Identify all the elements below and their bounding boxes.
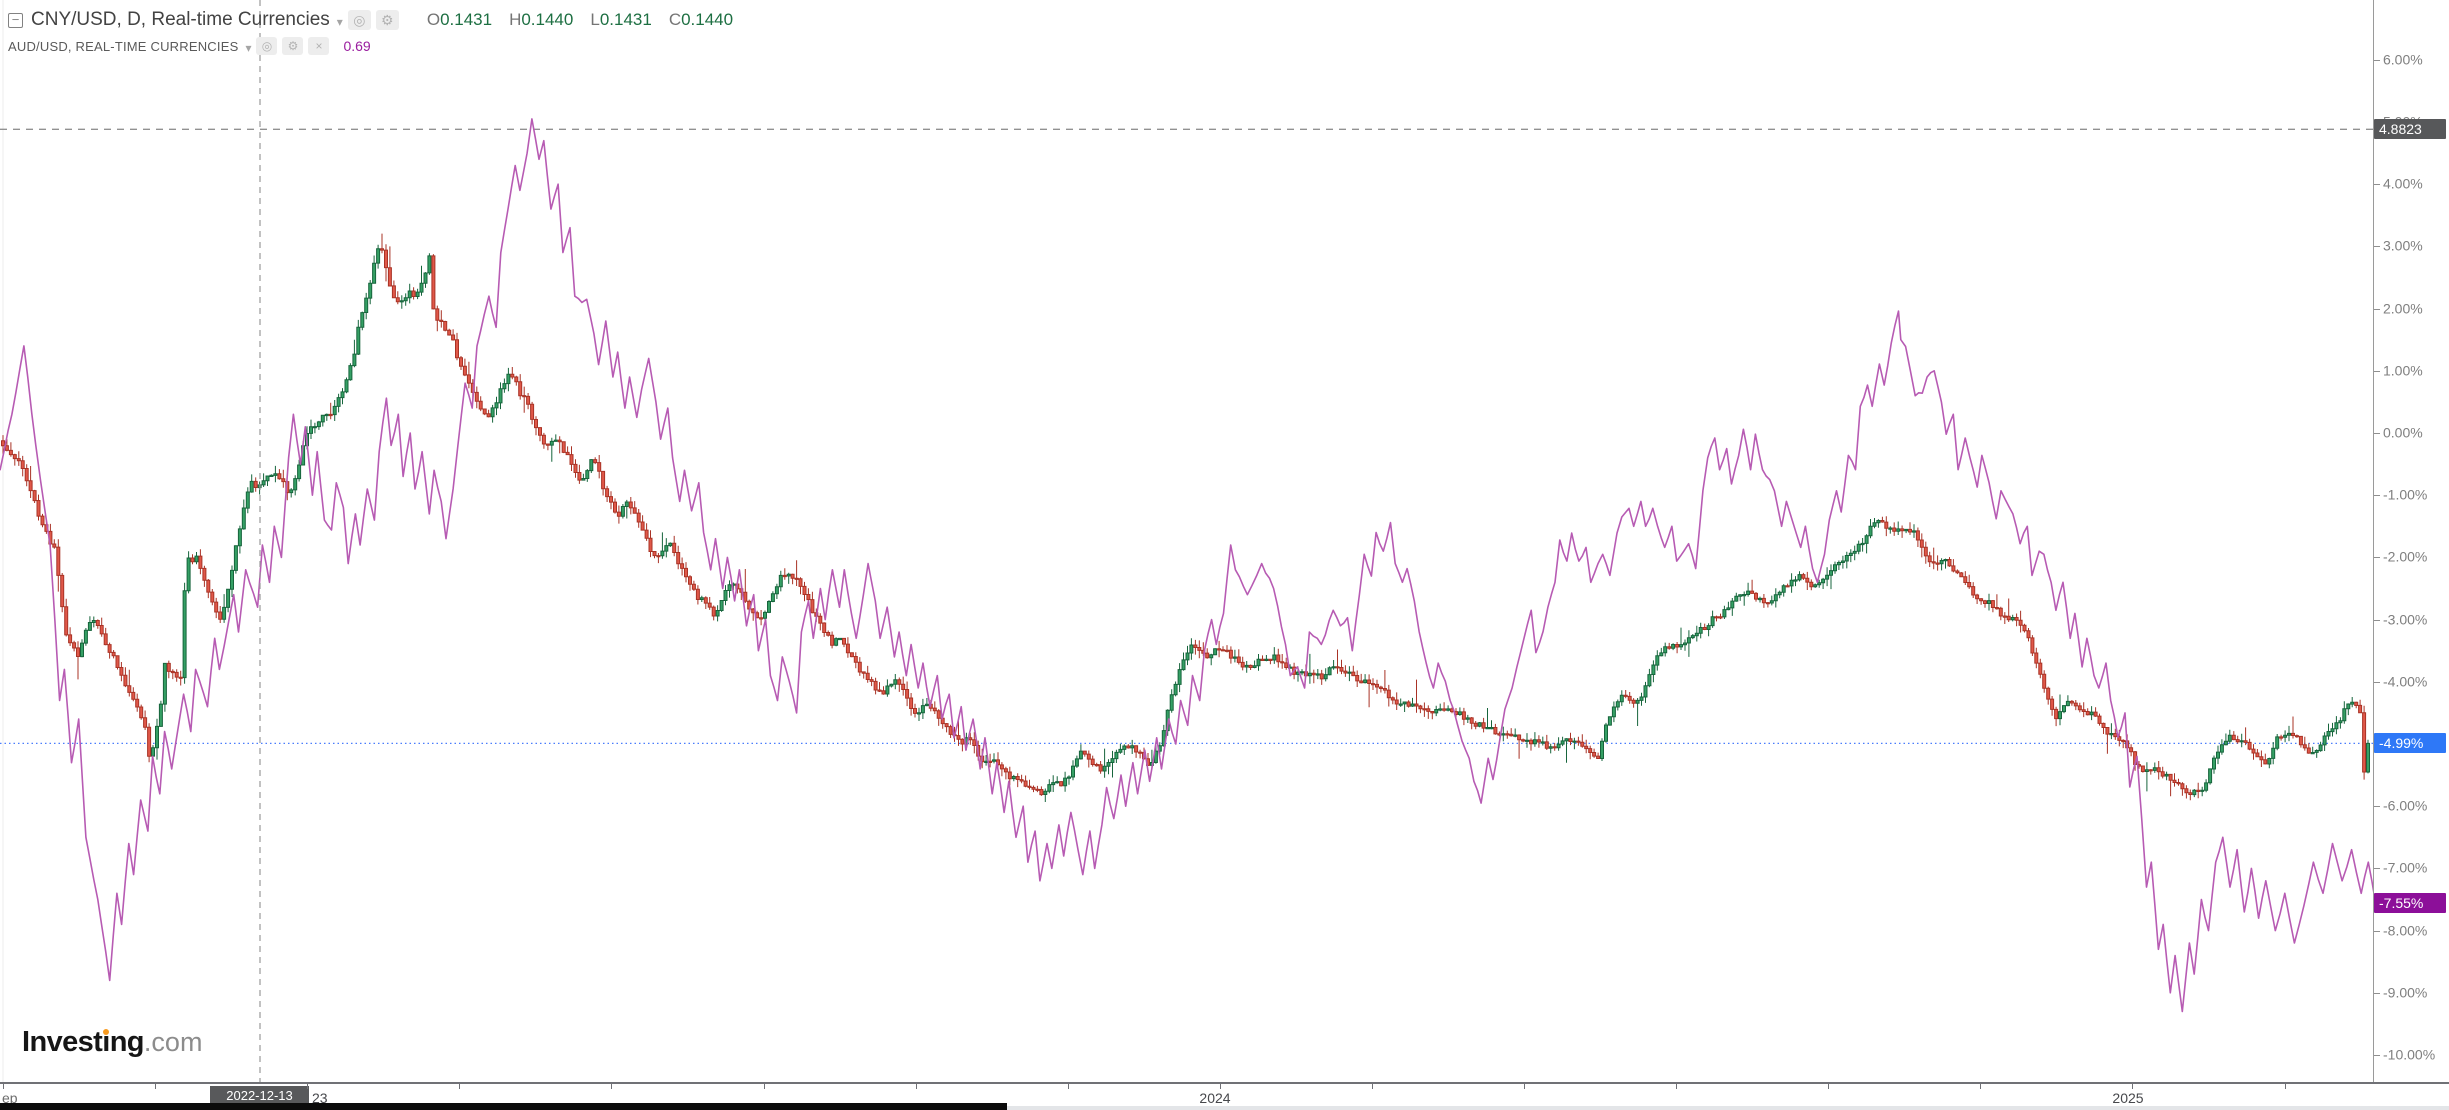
time-axis-tick: [307, 1084, 309, 1089]
logo-tld: .com: [143, 1027, 203, 1057]
time-axis[interactable]: ep 2022-12-13 23 2024 2025: [0, 1082, 2449, 1110]
time-axis-tick: [1371, 1084, 1373, 1089]
price-axis-label: -1.00%: [2383, 486, 2428, 503]
time-axis-year-label: 2024: [1199, 1090, 1231, 1106]
price-axis-tick: [2374, 370, 2380, 372]
collapse-icon[interactable]: −: [8, 12, 23, 28]
time-axis-tick: [1980, 1084, 1982, 1089]
chevron-down-icon[interactable]: ▾: [336, 14, 343, 29]
time-axis-tick: [1676, 1084, 1678, 1089]
price-marker-label-dark: 4.8823: [2374, 119, 2446, 140]
main-symbol-title[interactable]: CNY/USD, D, Real-time Currencies: [31, 9, 330, 30]
price-axis-label: 0.00%: [2383, 424, 2423, 441]
price-axis-tick: [2374, 992, 2380, 994]
price-axis-tick: [2374, 184, 2380, 186]
time-axis-tick: [459, 1084, 461, 1089]
price-axis-tick: [2374, 619, 2380, 621]
ohlc-values: O0.1431 H0.1440 L0.1431 C0.1440: [427, 10, 750, 30]
time-axis-tick: [1524, 1084, 1525, 1089]
ohlc-pair: L0.1431: [590, 10, 652, 29]
time-axis-tick: [1219, 1084, 1221, 1089]
logo-text: Invest: [22, 1026, 103, 1058]
price-axis-label: 2.00%: [2383, 300, 2423, 317]
time-axis-year-label: 2025: [2112, 1090, 2144, 1106]
ohlc-pair: O0.1431: [426, 10, 493, 29]
compare-last-value: 0.69: [343, 38, 371, 54]
logo-orange-dot-i: ı: [102, 1026, 110, 1058]
price-axis-tick: [2374, 433, 2380, 434]
price-axis[interactable]: 6.00%5.00%4.00%3.00%2.00%1.00%0.00%-1.00…: [2373, 0, 2449, 1082]
ohlc-pair: C0.1440: [668, 10, 734, 29]
visibility-icon[interactable]: ◎: [256, 37, 278, 55]
price-axis-tick: [2374, 495, 2380, 497]
price-axis-tick: [2374, 1055, 2380, 1056]
price-axis-label: -9.00%: [2383, 984, 2428, 1001]
gear-icon[interactable]: ⚙: [375, 10, 399, 30]
price-axis-label: -2.00%: [2383, 549, 2428, 566]
bottom-divider: [0, 1106, 2449, 1110]
time-axis-tick: [1828, 1084, 1830, 1089]
price-axis-label: 1.00%: [2383, 362, 2423, 379]
price-axis-tick: [2374, 59, 2380, 61]
legend: − CNY/USD, D, Real-time Currencies ▾ ◎ ⚙…: [8, 6, 750, 57]
price-axis-label: 6.00%: [2383, 51, 2423, 68]
close-icon[interactable]: ×: [308, 37, 330, 55]
chevron-down-icon[interactable]: ▾: [245, 40, 252, 55]
price-axis-label: -10.00%: [2383, 1046, 2436, 1063]
legend-row-main: − CNY/USD, D, Real-time Currencies ▾ ◎ ⚙…: [8, 6, 750, 34]
time-axis-tick: [2284, 1084, 2286, 1089]
bottom-black-bar: [0, 1103, 1007, 1110]
price-axis-tick: [2374, 930, 2380, 932]
price-axis-tick: [2374, 681, 2380, 683]
time-axis-tick: [611, 1084, 613, 1089]
time-axis-tick: [3, 1084, 4, 1089]
price-axis-label: 4.00%: [2383, 175, 2423, 192]
price-axis-label: -3.00%: [2383, 611, 2428, 628]
time-axis-tick: [915, 1084, 917, 1089]
price-axis-label: -4.00%: [2383, 673, 2428, 690]
time-axis-tick: [1067, 1084, 1069, 1089]
chart-canvas[interactable]: [0, 0, 2373, 1082]
price-axis-label: -8.00%: [2383, 922, 2428, 939]
gear-icon[interactable]: ⚙: [282, 37, 304, 55]
time-axis-partial-month-label: ep: [2, 1090, 18, 1106]
price-axis-tick: [2374, 308, 2380, 310]
time-axis-tick: [2132, 1084, 2134, 1089]
logo-text: ng: [109, 1026, 145, 1058]
candlestick-chart-svg: [0, 0, 2373, 1082]
time-axis-partial-year-label: 23: [312, 1090, 328, 1106]
price-marker-label-purple: -7.55%: [2374, 892, 2446, 913]
price-axis-label: -6.00%: [2383, 797, 2428, 814]
visibility-icon[interactable]: ◎: [347, 10, 371, 30]
time-axis-tick: [763, 1084, 765, 1089]
legend-row-compare: AUD/USD, REAL-TIME CURRENCIES ▾ ◎ ⚙ × 0.…: [8, 35, 750, 57]
price-axis-tick: [2374, 557, 2380, 559]
investing-logo[interactable]: Investıng.com: [22, 1026, 202, 1059]
crosshair-date-label: 2022-12-13: [210, 1086, 309, 1106]
price-axis-tick: [2374, 868, 2380, 870]
price-axis-label: 3.00%: [2383, 238, 2423, 255]
price-marker-label-blue: -4.99%: [2374, 733, 2446, 754]
time-axis-tick: [155, 1084, 157, 1089]
price-axis-label: -7.00%: [2383, 860, 2428, 877]
price-axis-tick: [2374, 246, 2380, 248]
compare-symbol-title[interactable]: AUD/USD, REAL-TIME CURRENCIES: [8, 38, 239, 54]
price-axis-tick: [2374, 806, 2380, 808]
ohlc-pair: H0.1440: [509, 10, 574, 29]
